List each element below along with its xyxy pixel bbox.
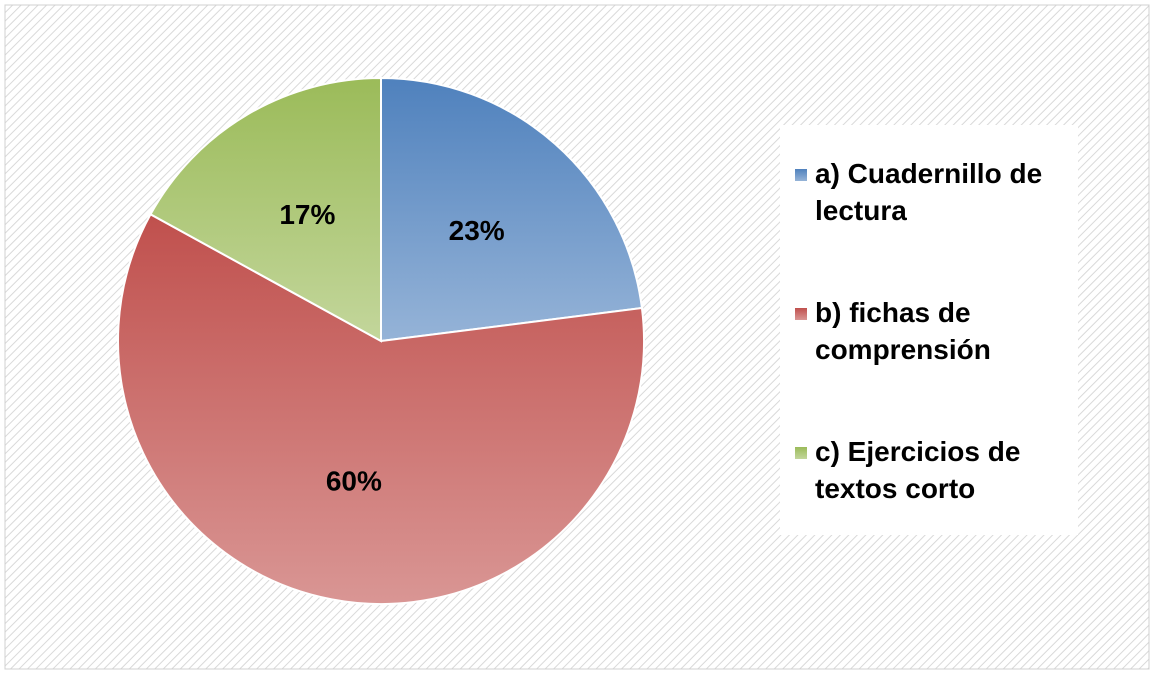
- legend-swatch: [795, 308, 807, 320]
- pie-slice: [149, 76, 382, 343]
- pie-slice: [117, 212, 645, 605]
- legend: a) Cuadernillo de lectura b) fichas de co…: [780, 125, 1078, 535]
- data-label: 23%: [449, 215, 505, 246]
- legend-label: c) Ejercicios de textos corto: [815, 436, 1021, 504]
- legend-item: c) Ejercicios de textos corto: [795, 433, 1068, 572]
- legend-swatch: [795, 447, 807, 459]
- legend-swatch: [795, 169, 807, 181]
- legend-label: b) fichas de comprensión: [815, 297, 991, 365]
- legend-item: a) Cuadernillo de lectura: [795, 155, 1068, 294]
- legend-item: b) fichas de comprensión: [795, 294, 1068, 433]
- data-label: 60%: [326, 465, 382, 496]
- data-label: 17%: [279, 199, 335, 230]
- legend-label: a) Cuadernillo de lectura: [815, 158, 1043, 226]
- pie-slice: [380, 76, 644, 343]
